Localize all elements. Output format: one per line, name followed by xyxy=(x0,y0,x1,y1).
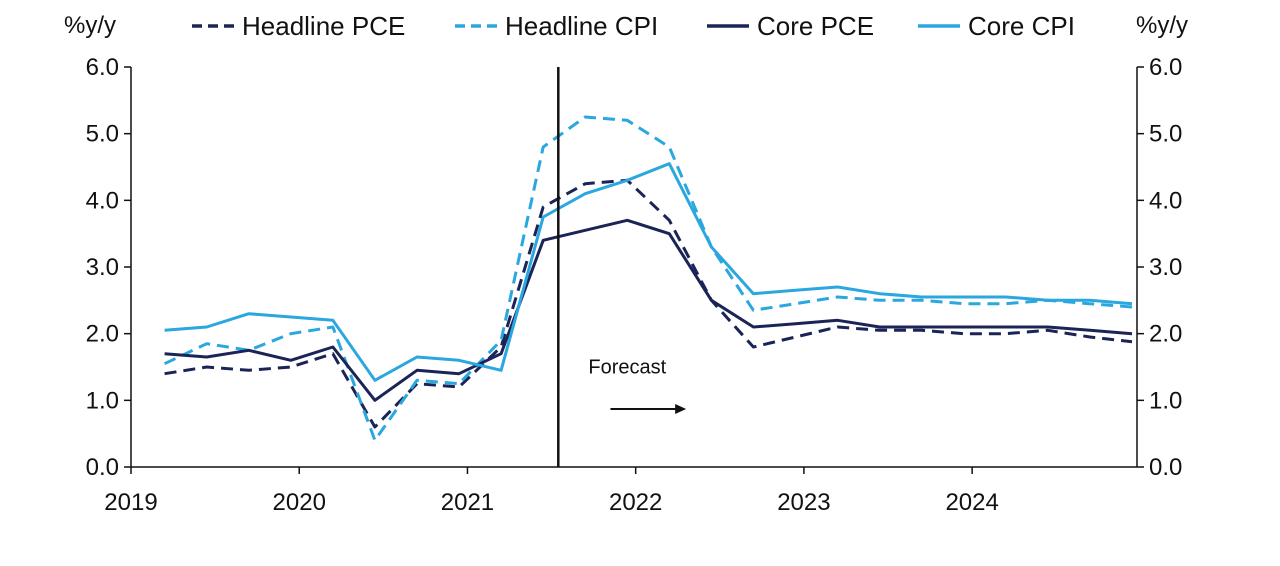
series-line-headline-cpi xyxy=(163,115,1133,442)
left-y-tick-label-4-0: 4.0 xyxy=(86,187,119,214)
right-y-tick-label-6-0: 6.0 xyxy=(1149,54,1182,81)
forecast-arrow-head xyxy=(675,404,687,414)
left-y-tick-label-0-0: 0.0 xyxy=(86,454,119,481)
left-y-tick-label-2-0: 2.0 xyxy=(86,321,119,348)
left-unit-label: %y/y xyxy=(64,12,116,39)
x-tick-label-2024: 2024 xyxy=(945,489,998,516)
right-y-tick-label-3-0: 3.0 xyxy=(1149,254,1182,281)
series-line-core-pce xyxy=(164,218,1133,402)
right-unit-label: %y/y xyxy=(1136,12,1188,39)
axes: 0.0 0.0 1.0 1.0 2.0 2.0 3.0 3.0 4.0 4.0 5.0 5.0 6.0 6… xyxy=(86,54,1183,516)
left-y-tick-label-1-0: 1.0 xyxy=(86,387,119,414)
series-layer xyxy=(163,115,1133,442)
right-y-tick-label-2-0: 2.0 xyxy=(1149,321,1182,348)
series-line-headline-pce xyxy=(164,178,1133,429)
legend-label-core-cpi: Core CPI xyxy=(968,11,1075,41)
left-y-tick-label-3-0: 3.0 xyxy=(86,254,119,281)
right-y-tick-label-1-0: 1.0 xyxy=(1149,387,1182,414)
left-y-tick-label-6-0: 6.0 xyxy=(86,54,119,81)
x-tick-label-2021: 2021 xyxy=(441,489,494,516)
legend: Headline PCE Headline CPI Core PCE Core CPI xyxy=(192,11,1075,41)
forecast-label: Forecast xyxy=(588,357,666,379)
right-y-tick-label-5-0: 5.0 xyxy=(1149,121,1182,148)
series-line-core-cpi xyxy=(164,162,1133,382)
x-tick-label-2019: 2019 xyxy=(104,489,157,516)
legend-label-core-pce: Core PCE xyxy=(757,11,874,41)
legend-label-headline-cpi: Headline CPI xyxy=(505,11,658,41)
right-y-tick-label-4-0: 4.0 xyxy=(1149,187,1182,214)
annotations: Forecast xyxy=(557,67,687,467)
legend-label-headline-pce: Headline PCE xyxy=(242,11,405,41)
x-tick-label-2020: 2020 xyxy=(273,489,326,516)
left-y-tick-label-5-0: 5.0 xyxy=(86,121,119,148)
x-tick-label-2023: 2023 xyxy=(777,489,830,516)
right-y-tick-label-0-0: 0.0 xyxy=(1149,454,1182,481)
x-tick-label-2022: 2022 xyxy=(609,489,662,516)
